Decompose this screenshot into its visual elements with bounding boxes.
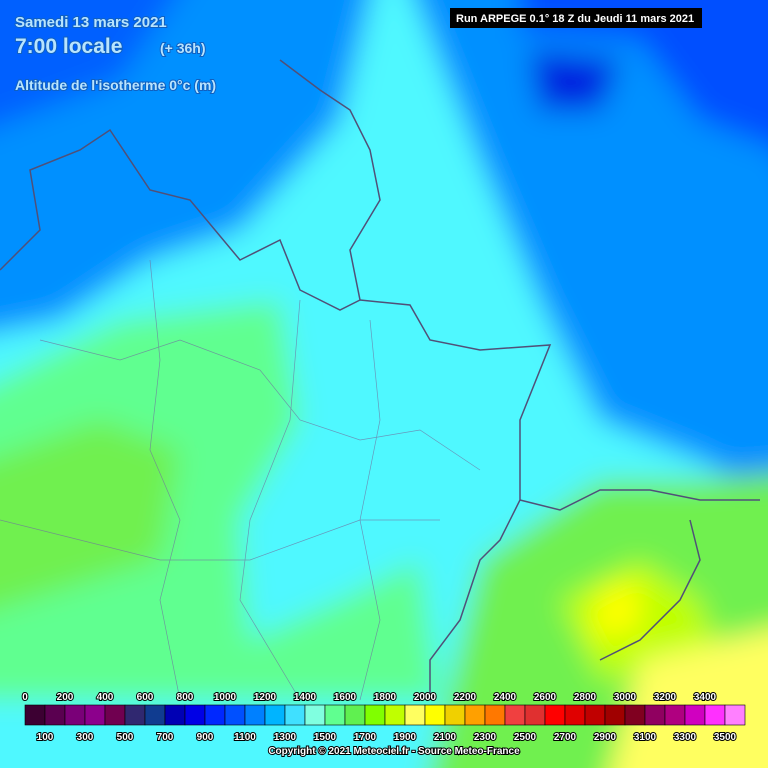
color-swatch xyxy=(524,704,546,726)
legend-label: 1200 xyxy=(254,692,277,703)
legend-label: 800 xyxy=(177,692,194,703)
legend-label: 3200 xyxy=(654,692,677,703)
color-swatch xyxy=(404,704,426,726)
legend-label: 2900 xyxy=(594,732,617,743)
legend-label: 1000 xyxy=(214,692,237,703)
color-swatch xyxy=(604,704,626,726)
legend-label: 1300 xyxy=(274,732,297,743)
time: 7:00 locale xyxy=(15,35,122,58)
color-swatch xyxy=(704,704,726,726)
regions xyxy=(0,259,481,701)
legend-label: 2000 xyxy=(414,692,437,703)
run-box xyxy=(450,8,702,28)
color-swatch xyxy=(124,704,146,726)
color-swatch xyxy=(424,704,446,726)
lead-time: (+ 36h) xyxy=(160,40,206,56)
legend-label: 900 xyxy=(197,732,214,743)
legend-label: 3300 xyxy=(674,732,697,743)
legend-label: 3100 xyxy=(634,732,657,743)
color-swatch xyxy=(684,704,706,726)
legend-label: 2700 xyxy=(554,732,577,743)
legend-label: 200 xyxy=(57,692,74,703)
legend-label: 1400 xyxy=(294,692,317,703)
legend-label: 1700 xyxy=(354,732,377,743)
color-swatch xyxy=(184,704,206,726)
color-swatch xyxy=(444,704,466,726)
field-name: Altitude de l'isotherme 0°c (m) xyxy=(15,77,216,93)
color-swatch xyxy=(104,704,126,726)
color-swatch xyxy=(24,704,46,726)
color-swatch xyxy=(304,704,326,726)
legend-label: 500 xyxy=(117,732,134,743)
color-swatch xyxy=(324,704,346,726)
legend-label: 1900 xyxy=(394,732,417,743)
legend-label: 2300 xyxy=(474,732,497,743)
legend-label: 700 xyxy=(157,732,174,743)
color-swatch xyxy=(84,704,106,726)
color-swatch xyxy=(544,704,566,726)
legend-label: 1800 xyxy=(374,692,397,703)
color-swatch xyxy=(564,704,586,726)
color-swatch xyxy=(464,704,486,726)
borders xyxy=(0,59,760,700)
legend-label: 3400 xyxy=(694,692,717,703)
color-swatch xyxy=(484,704,506,726)
color-swatch xyxy=(264,704,286,726)
color-swatch xyxy=(344,704,366,726)
copyright: Copyright © 2021 Meteociel.fr - Source M… xyxy=(268,746,520,757)
color-swatch xyxy=(64,704,86,726)
color-swatch xyxy=(44,704,66,726)
color-swatch xyxy=(164,704,186,726)
legend-label: 1100 xyxy=(234,732,256,743)
color-swatch xyxy=(364,704,386,726)
legend-label: 2600 xyxy=(534,692,557,703)
legend-label: 1600 xyxy=(334,692,357,703)
run-info: Run ARPEGE 0.1° 18 Z du Jeudi 11 mars 20… xyxy=(456,13,694,25)
color-swatch xyxy=(204,704,226,726)
color-swatch xyxy=(244,704,266,726)
color-swatch xyxy=(504,704,526,726)
legend-label: 2400 xyxy=(494,692,517,703)
legend-label: 2800 xyxy=(574,692,597,703)
color-swatch xyxy=(664,704,686,726)
legend-label: 1500 xyxy=(314,732,337,743)
color-swatch xyxy=(624,704,646,726)
legend-label: 2100 xyxy=(434,732,457,743)
date: Samedi 13 mars 2021 xyxy=(15,14,167,31)
color-swatch xyxy=(724,704,746,726)
legend-label: 400 xyxy=(97,692,114,703)
legend-label: 3000 xyxy=(614,692,637,703)
color-swatch xyxy=(284,704,306,726)
legend-label: 0 xyxy=(22,692,28,703)
legend-label: 2500 xyxy=(514,732,537,743)
legend-label: 100 xyxy=(37,732,54,743)
color-swatch xyxy=(224,704,246,726)
legend-label: 3500 xyxy=(714,732,737,743)
color-swatch xyxy=(584,704,606,726)
color-swatch xyxy=(144,704,166,726)
legend-label: 2200 xyxy=(454,692,477,703)
legend-label: 600 xyxy=(137,692,154,703)
color-swatch xyxy=(384,704,406,726)
legend-label: 300 xyxy=(77,732,94,743)
color-swatch xyxy=(644,704,666,726)
legend: 0 100 200 300 400 500 600 700 800 900 1000 1100 1200… xyxy=(21,691,746,744)
